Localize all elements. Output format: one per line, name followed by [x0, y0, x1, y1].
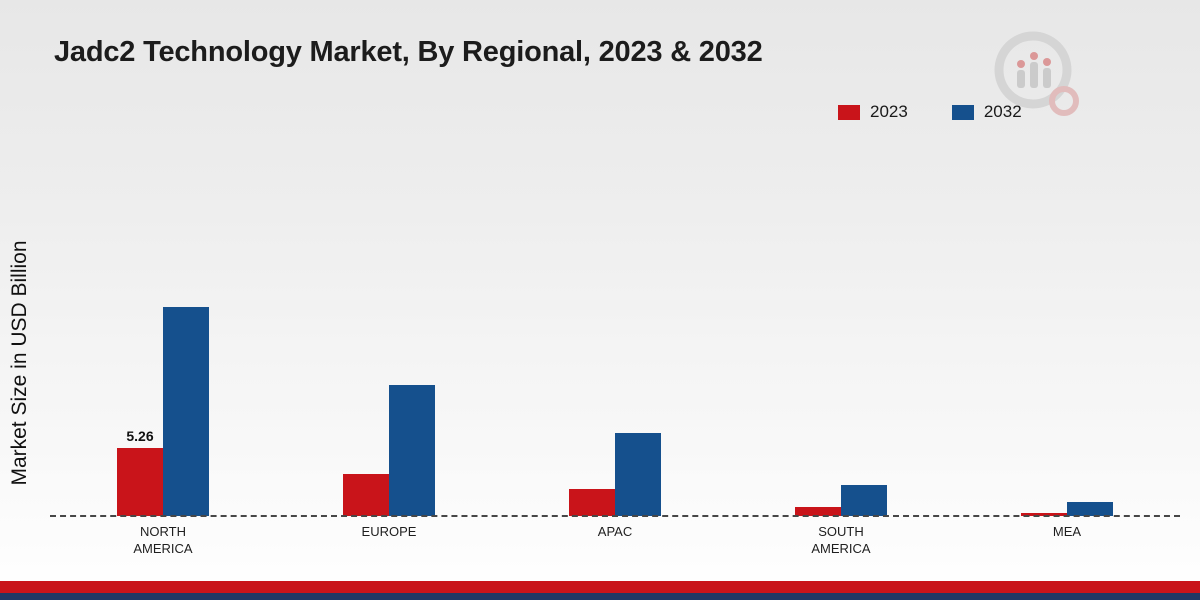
bar-2032-europe [389, 385, 435, 516]
bar-value-label: 5.26 [126, 428, 154, 444]
plot-area: 5.26 [50, 282, 1180, 516]
legend-item-2023: 2023 [838, 102, 908, 122]
bar-2032-south-america [841, 485, 887, 516]
bar-2023-south-america [795, 507, 841, 516]
bar-2032-north-america [163, 307, 209, 516]
chart-title: Jadc2 Technology Market, By Regional, 20… [54, 36, 763, 68]
bar-2023-mea [1021, 513, 1067, 516]
legend-swatch-2023 [838, 104, 860, 120]
bar-2023-north-america [117, 448, 163, 516]
footer-navy-bar [0, 593, 1200, 600]
legend-label-2023: 2023 [870, 102, 908, 121]
y-axis-label: Market Size in USD Billion [8, 240, 31, 486]
category-axis: NORTH AMERICA EUROPE APAC SOUTH AMERICA MEA [50, 524, 1180, 568]
category-label-europe: EUROPE [361, 524, 417, 539]
bar-2032-mea [1067, 502, 1113, 516]
x-axis-baseline [50, 515, 1180, 517]
legend-swatch-2032 [951, 104, 974, 120]
bar-2023-apac [569, 489, 615, 516]
legend-label-2032: 2032 [983, 102, 1022, 121]
bar-2032-apac [615, 433, 661, 516]
legend-item-2032: 2032 [951, 102, 1022, 122]
category-label-apac: APAC [597, 524, 633, 539]
footer-red-bar [0, 581, 1200, 593]
watermark-logo-icon [994, 31, 1079, 116]
category-label-north-america: NORTH AMERICA [133, 524, 193, 556]
category-label-mea: MEA [1052, 524, 1082, 539]
legend: 2023 2032 [838, 102, 1022, 122]
bar-2023-europe [343, 474, 389, 516]
category-label-south-america: SOUTH AMERICA [811, 524, 871, 556]
